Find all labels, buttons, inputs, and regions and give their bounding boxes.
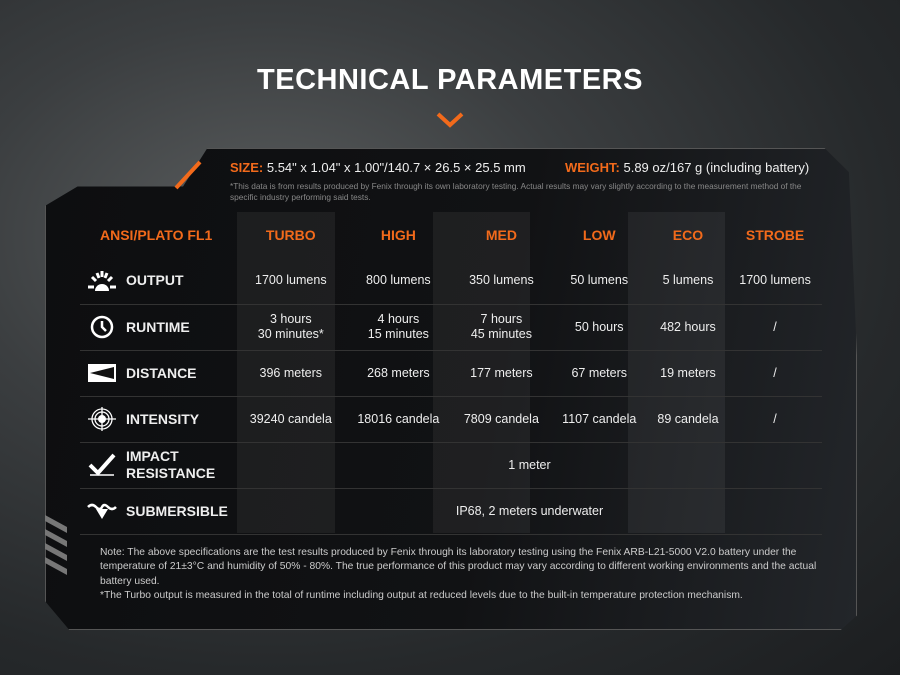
row-label-text: SUBMERSIBLE <box>126 502 228 519</box>
table-cell: 268 meters <box>344 350 453 397</box>
row-label: IMPACT RESISTANCE <box>80 442 237 489</box>
table-cell: 1700 lumens <box>728 258 822 305</box>
size-label: SIZE: <box>230 160 264 175</box>
table-row: IMPACT RESISTANCE 1 meter <box>80 442 822 489</box>
weight-label: WEIGHT: <box>564 160 620 175</box>
page-title: TECHNICAL PARAMETERS <box>257 64 643 96</box>
row-label-text: IMPACT RESISTANCE <box>126 448 216 481</box>
table-cell: 350 lumens <box>452 258 551 305</box>
row-label: RUNTIME <box>80 304 237 351</box>
table-row: SUBMERSIBLE IP68, 2 meters underwater <box>80 488 822 535</box>
row-label-text: OUTPUT <box>126 272 184 289</box>
table-row: RUNTIME 3 hours 30 minutes* 4 hours 15 min… <box>80 304 822 351</box>
disclaimer: *This data is from results produced by F… <box>230 181 802 202</box>
row-label-text: INTENSITY <box>126 410 200 427</box>
column-header: ANSI/PLATO FL1 <box>100 226 213 243</box>
row-label: DISTANCE <box>80 350 237 397</box>
table-cell: 5 lumens <box>647 258 729 305</box>
row-label-text: RUNTIME <box>126 318 190 335</box>
table-cell: 89 candela <box>647 396 729 443</box>
corner-accent-icon <box>174 160 202 190</box>
footnote: *The Turbo output is measured in the tot… <box>100 589 743 601</box>
note-text: Note: The above specifications are the t… <box>100 547 817 587</box>
spec-table: ANSI/PLATO FL1 TURBO HIGH MED LOW ECO STROBE O… <box>80 212 822 535</box>
table-cell: 177 meters <box>452 350 551 397</box>
target-icon <box>86 407 118 431</box>
table-cell: 800 lumens <box>344 258 453 305</box>
table-cell: 7 hours 45 minutes <box>452 304 551 351</box>
table-cell: 50 lumens <box>550 258 648 305</box>
water-icon <box>86 499 118 523</box>
column-header: MED <box>485 226 517 243</box>
decorative-stripes-icon <box>45 515 67 575</box>
table-cell: 50 hours <box>550 304 648 351</box>
row-label: INTENSITY <box>80 396 237 443</box>
note: Note: The above specifications are the t… <box>100 546 820 603</box>
table-cell: / <box>728 396 822 443</box>
table-cell: IP68, 2 meters underwater <box>237 488 822 535</box>
table-row: OUTPUT 1700 lumens 800 lumens 350 lumens 50 … <box>80 258 822 305</box>
impact-icon <box>86 453 118 477</box>
row-label: SUBMERSIBLE <box>80 488 237 535</box>
table-cell: 1700 lumens <box>237 258 345 305</box>
table-cell: 19 meters <box>647 350 729 397</box>
chevron-down-icon <box>436 112 464 128</box>
column-header: STROBE <box>745 226 805 243</box>
table-cell: / <box>728 350 822 397</box>
row-label: OUTPUT <box>80 258 237 305</box>
clock-icon <box>86 315 118 339</box>
column-header: HIGH <box>380 226 416 243</box>
table-cell: 1107 candela <box>550 396 648 443</box>
table-cell: 1 meter <box>237 442 822 489</box>
column-header: ECO <box>672 226 704 243</box>
light-burst-icon <box>86 269 118 293</box>
table-row: DISTANCE 396 meters 268 meters 177 meters 67… <box>80 350 822 397</box>
table-cell: 7809 candela <box>452 396 551 443</box>
table-cell: 39240 candela <box>237 396 345 443</box>
table-cell: 3 hours 30 minutes* <box>237 304 345 351</box>
table-cell: 67 meters <box>550 350 648 397</box>
column-header: TURBO <box>265 226 316 243</box>
table-cell: 18016 candela <box>344 396 453 443</box>
column-header: LOW <box>582 226 616 243</box>
row-label-text: DISTANCE <box>126 364 197 381</box>
size-value: 5.54" x 1.04" x 1.00"/140.7 × 26.5 × 25.… <box>266 160 526 175</box>
table-cell: 482 hours <box>647 304 729 351</box>
table-row: INTENSITY 39240 candela 18016 candela 7809 … <box>80 396 822 443</box>
table-cell: / <box>728 304 822 351</box>
size-weight: SIZE: 5.54" x 1.04" x 1.00"/140.7 × 26.5… <box>230 160 830 175</box>
table-cell: 4 hours 15 minutes <box>344 304 453 351</box>
table-cell: 396 meters <box>237 350 345 397</box>
weight-value: 5.89 oz/167 g (including battery) <box>623 160 810 175</box>
beam-distance-icon <box>86 361 118 385</box>
